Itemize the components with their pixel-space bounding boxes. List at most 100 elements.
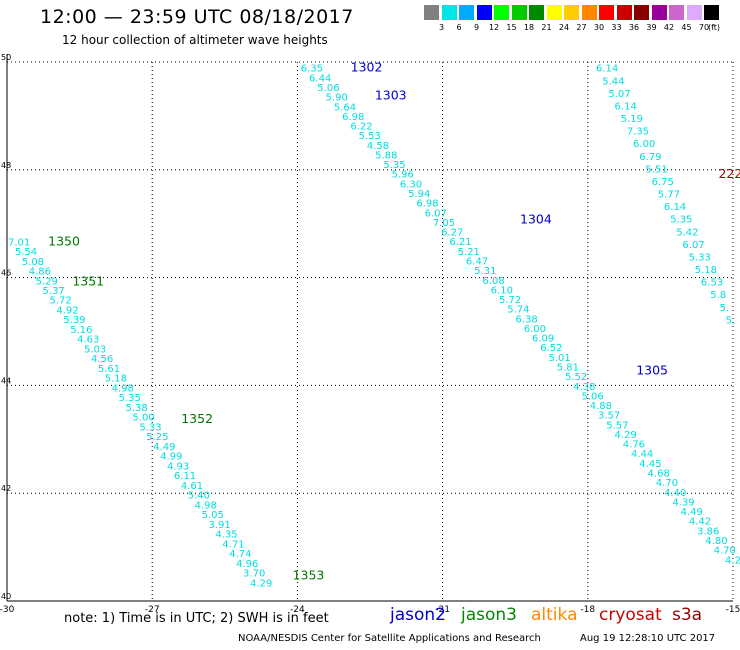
y-tick-label: 40	[1, 592, 11, 601]
colorbar-swatch	[669, 5, 684, 20]
colorbar-label: 36	[628, 23, 640, 32]
colorbar-swatch	[546, 5, 562, 20]
pass-label: 222	[718, 166, 740, 181]
swh-value: 4.45	[639, 459, 661, 470]
swh-value: 4.96	[236, 559, 258, 570]
swh-value: 6.35	[301, 64, 323, 75]
swh-value: 3.70	[243, 569, 265, 580]
swh-value: 6.07	[425, 208, 447, 219]
swh-value: 7.05	[433, 218, 455, 229]
swh-value: 7.01	[8, 237, 30, 248]
swh-value: 6.27	[441, 228, 463, 239]
swh-value: 4.56	[91, 354, 113, 365]
swh-value: 5.88	[375, 150, 397, 161]
colorbar-swatch	[459, 5, 474, 20]
colorbar-swatch	[686, 5, 702, 20]
colorbar-swatch	[564, 5, 579, 20]
swh-value: 7.35	[627, 127, 649, 138]
swh-value: 5.8	[710, 290, 726, 301]
swh-value: 6.00	[633, 139, 655, 150]
colorbar-label: 9	[473, 23, 480, 32]
colorbar-label: 12	[488, 23, 500, 32]
swh-value: 6.00	[524, 324, 546, 335]
swh-value: 6.98	[416, 199, 438, 210]
swh-value: 6.11	[174, 471, 196, 482]
swh-value: 5.54	[15, 247, 37, 258]
colorbar-label: 24	[558, 23, 570, 32]
swh-value: 5.08	[22, 257, 44, 268]
swh-value: 5.21	[458, 247, 480, 258]
swh-value: 6.14	[596, 64, 618, 75]
swh-value: 4.61	[181, 481, 203, 492]
swh-value: 3.91	[208, 520, 230, 531]
swh-value: 5.44	[602, 76, 624, 87]
swh-value: 6.98	[342, 112, 364, 123]
swh-value: 4.2	[725, 555, 740, 566]
satellite-jason2: jason2	[390, 605, 446, 625]
swh-value: 5.37	[43, 286, 65, 297]
swh-value: 5.33	[689, 252, 711, 263]
pass-label: 1302	[351, 60, 383, 75]
swh-value: 5.42	[676, 227, 698, 238]
colorbar-swatch	[494, 5, 509, 20]
swh-value: 4.49	[681, 507, 703, 518]
track-layer: 7.015.545.084.865.295.375.724.925.395.16…	[8, 64, 740, 590]
swh-value: 4.71	[222, 539, 244, 550]
swh-value: 4.68	[648, 469, 670, 480]
y-tick-label: 50	[1, 53, 11, 62]
swh-value: 6.44	[309, 73, 331, 84]
swh-value: 5.38	[126, 403, 148, 414]
swh-value: 4.38	[573, 382, 595, 393]
swh-value: 5.35	[119, 393, 141, 404]
swh-value: 6.22	[350, 122, 372, 133]
swh-value: 4.44	[631, 449, 653, 460]
swh-value: 5.72	[499, 295, 521, 306]
swh-value: 5.53	[359, 131, 381, 142]
colorbar-label: 30	[593, 23, 605, 32]
swh-value: 4.29	[615, 430, 637, 441]
swh-value: 5.39	[63, 315, 85, 326]
swh-value: 5.18	[105, 374, 127, 385]
y-tick-label: 46	[1, 269, 11, 278]
satellite-s3a: s3a	[672, 605, 703, 625]
swh-value: 5.	[720, 303, 730, 314]
swh-value: 5.31	[474, 266, 496, 277]
swh-value: 4.76	[623, 440, 645, 451]
x-tick-label: -27	[145, 605, 160, 615]
swh-value: 6.08	[482, 276, 504, 287]
swh-value: 5.	[726, 315, 736, 326]
swh-value: 6.10	[491, 285, 513, 296]
x-tick-label: -15	[726, 605, 740, 615]
swh-value: 4.99	[160, 452, 182, 463]
swh-value: 5.77	[658, 190, 680, 201]
y-tick-label: 44	[1, 376, 11, 385]
colorbar-label: 3	[438, 23, 445, 32]
colorbar-label: 70	[698, 23, 710, 32]
swh-value: 6.14	[664, 202, 686, 213]
swh-value: 4.63	[77, 335, 99, 346]
pass-label: 1352	[181, 411, 213, 426]
pass-label: 1305	[636, 363, 668, 378]
colorbar-swatch	[511, 5, 527, 20]
colorbar-swatch	[424, 5, 439, 20]
swh-value: 5.00	[132, 413, 154, 424]
colorbar-swatch	[529, 5, 544, 20]
swh-value: 5.16	[70, 325, 92, 336]
colorbar-label: 45	[681, 23, 692, 32]
satellite-altika: altika	[531, 605, 578, 625]
swh-value: 5.29	[36, 276, 58, 287]
swh-value: 6.21	[449, 237, 471, 248]
swh-value: 3.86	[697, 526, 719, 537]
colorbar-swatch	[441, 5, 457, 20]
swh-value: 4.42	[689, 517, 711, 528]
swh-value: 4.70	[656, 478, 678, 489]
swh-value: 3.57	[598, 411, 620, 422]
credit-text: NOAA/NESDIS Center for Satellite Applica…	[238, 633, 541, 644]
swh-value: 6.79	[639, 152, 661, 163]
colorbar-label: 6	[456, 23, 462, 32]
swh-value: 4.80	[705, 536, 727, 547]
swh-value: 4.35	[215, 530, 237, 541]
colorbar-unit: (ft)	[708, 23, 721, 32]
swh-value: 4.70	[714, 546, 736, 557]
